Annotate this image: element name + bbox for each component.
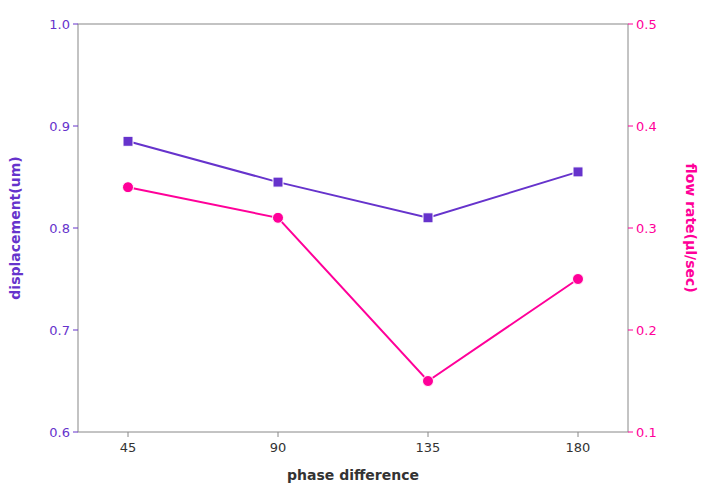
y-tick-label: 0.9 xyxy=(49,119,70,134)
x-axis-label: phase difference xyxy=(287,467,419,483)
series-marker xyxy=(423,213,433,223)
series-line xyxy=(128,187,578,381)
x-tick-label: 180 xyxy=(566,440,591,455)
plot-area xyxy=(123,136,584,386)
y2-tick-label: 0.2 xyxy=(636,323,657,338)
series-marker xyxy=(573,274,584,285)
y2-tick xyxy=(628,330,633,331)
plot-frame xyxy=(78,24,628,432)
y-tick xyxy=(73,24,78,25)
y-tick xyxy=(73,330,78,331)
x-tick xyxy=(578,432,579,437)
series xyxy=(123,136,583,223)
y-tick xyxy=(73,126,78,127)
x-axis: 45 90 135 180 xyxy=(120,432,591,455)
y-axis-label: displacement(um) xyxy=(7,156,23,299)
series xyxy=(123,182,584,387)
series-line xyxy=(128,141,578,218)
y2-tick-label: 0.1 xyxy=(636,425,657,440)
y2-tick xyxy=(628,432,633,433)
y2-tick xyxy=(628,24,633,25)
y-tick xyxy=(73,228,78,229)
y-tick-label: 0.7 xyxy=(49,323,70,338)
y2-tick-label: 0.3 xyxy=(636,221,657,236)
y-tick-label: 1.0 xyxy=(49,17,70,32)
y2-tick xyxy=(628,228,633,229)
chart: 45 90 135 180 phase difference 0.6 0.7 0.8 0.9 1.… xyxy=(0,0,706,494)
y2-tick-label: 0.4 xyxy=(636,119,657,134)
y2-axis: 0.1 0.2 0.3 0.4 0.5 xyxy=(628,17,657,440)
series-marker xyxy=(273,177,283,187)
y-tick xyxy=(73,432,78,433)
y2-tick xyxy=(628,126,633,127)
x-tick xyxy=(428,432,429,437)
series-marker xyxy=(123,182,134,193)
x-tick xyxy=(278,432,279,437)
y-tick-label: 0.6 xyxy=(49,425,70,440)
x-tick-label: 45 xyxy=(120,440,137,455)
x-tick-label: 135 xyxy=(416,440,441,455)
y2-tick-label: 0.5 xyxy=(636,17,657,32)
series-marker xyxy=(273,212,284,223)
y-axis: 0.6 0.7 0.8 0.9 1.0 xyxy=(49,17,78,440)
x-tick-label: 90 xyxy=(270,440,287,455)
x-tick xyxy=(128,432,129,437)
series-marker xyxy=(423,376,434,387)
y2-axis-label: flow rate(μl/sec) xyxy=(683,163,699,292)
y-tick-label: 0.8 xyxy=(49,221,70,236)
series-marker xyxy=(123,136,133,146)
series-marker xyxy=(573,167,583,177)
